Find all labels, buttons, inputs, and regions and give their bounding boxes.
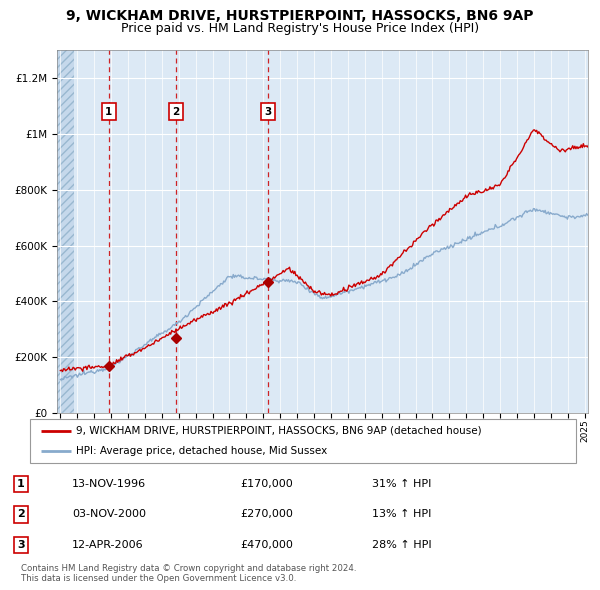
Text: 03-NOV-2000: 03-NOV-2000	[72, 510, 146, 519]
Text: 13-NOV-1996: 13-NOV-1996	[72, 479, 146, 489]
Text: 1: 1	[17, 479, 25, 489]
Bar	[55, 50, 74, 413]
Text: £270,000: £270,000	[240, 510, 293, 519]
Text: Price paid vs. HM Land Registry's House Price Index (HPI): Price paid vs. HM Land Registry's House …	[121, 22, 479, 35]
Text: 31% ↑ HPI: 31% ↑ HPI	[372, 479, 431, 489]
Text: 2: 2	[172, 107, 179, 117]
Text: 3: 3	[17, 540, 25, 550]
Text: 2: 2	[17, 510, 25, 519]
Text: 13% ↑ HPI: 13% ↑ HPI	[372, 510, 431, 519]
Text: 12-APR-2006: 12-APR-2006	[72, 540, 143, 550]
Text: £170,000: £170,000	[240, 479, 293, 489]
Text: 9, WICKHAM DRIVE, HURSTPIERPOINT, HASSOCKS, BN6 9AP: 9, WICKHAM DRIVE, HURSTPIERPOINT, HASSOC…	[66, 9, 534, 23]
Text: HPI: Average price, detached house, Mid Sussex: HPI: Average price, detached house, Mid …	[76, 446, 328, 456]
Text: 9, WICKHAM DRIVE, HURSTPIERPOINT, HASSOCKS, BN6 9AP (detached house): 9, WICKHAM DRIVE, HURSTPIERPOINT, HASSOC…	[76, 426, 482, 436]
Text: 28% ↑ HPI: 28% ↑ HPI	[372, 540, 431, 550]
FancyBboxPatch shape	[30, 419, 576, 463]
Text: Contains HM Land Registry data © Crown copyright and database right 2024.
This d: Contains HM Land Registry data © Crown c…	[21, 563, 356, 583]
Text: £470,000: £470,000	[240, 540, 293, 550]
Text: 3: 3	[265, 107, 272, 117]
Text: 1: 1	[105, 107, 113, 117]
